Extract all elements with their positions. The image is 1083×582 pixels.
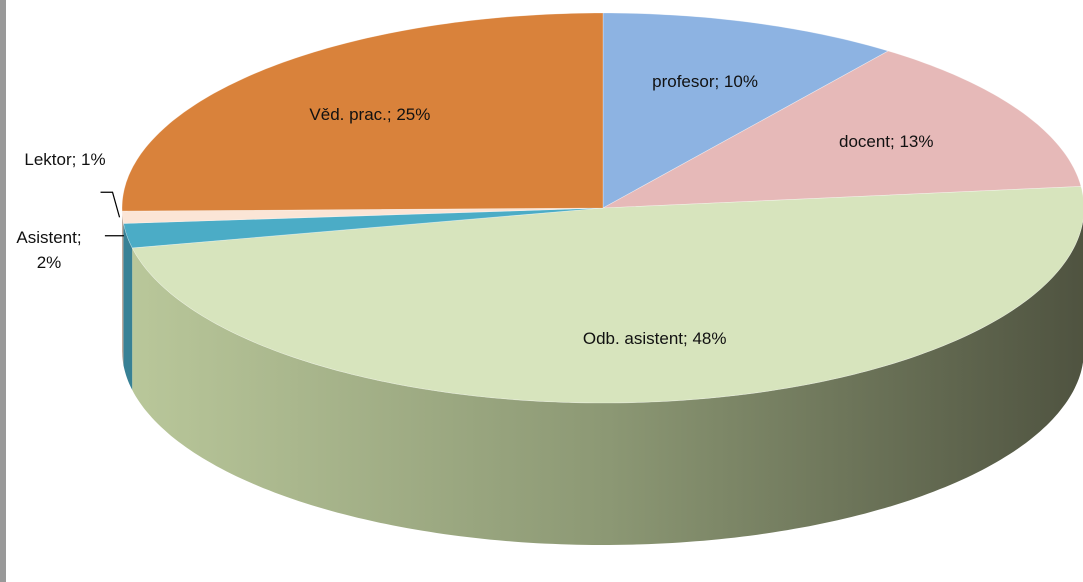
slice [123, 207, 604, 249]
slice [131, 186, 1083, 404]
left-edge [0, 0, 6, 582]
slice [602, 50, 1082, 209]
data-label: Lektor; 1% [24, 150, 106, 170]
data-label: profesor; 10% [652, 72, 758, 92]
leader-line [100, 191, 121, 218]
data-label: docent; 13% [838, 131, 934, 151]
slice-side [122, 211, 124, 366]
data-label: Odb. asistent; 48% [582, 328, 727, 348]
slice [602, 12, 889, 209]
data-label: Asistent; 2% [16, 227, 82, 272]
data-label: Věd. prac.; 25% [309, 104, 431, 124]
slice [121, 12, 604, 212]
slice-side [132, 220, 1083, 545]
slice-side [123, 223, 133, 390]
